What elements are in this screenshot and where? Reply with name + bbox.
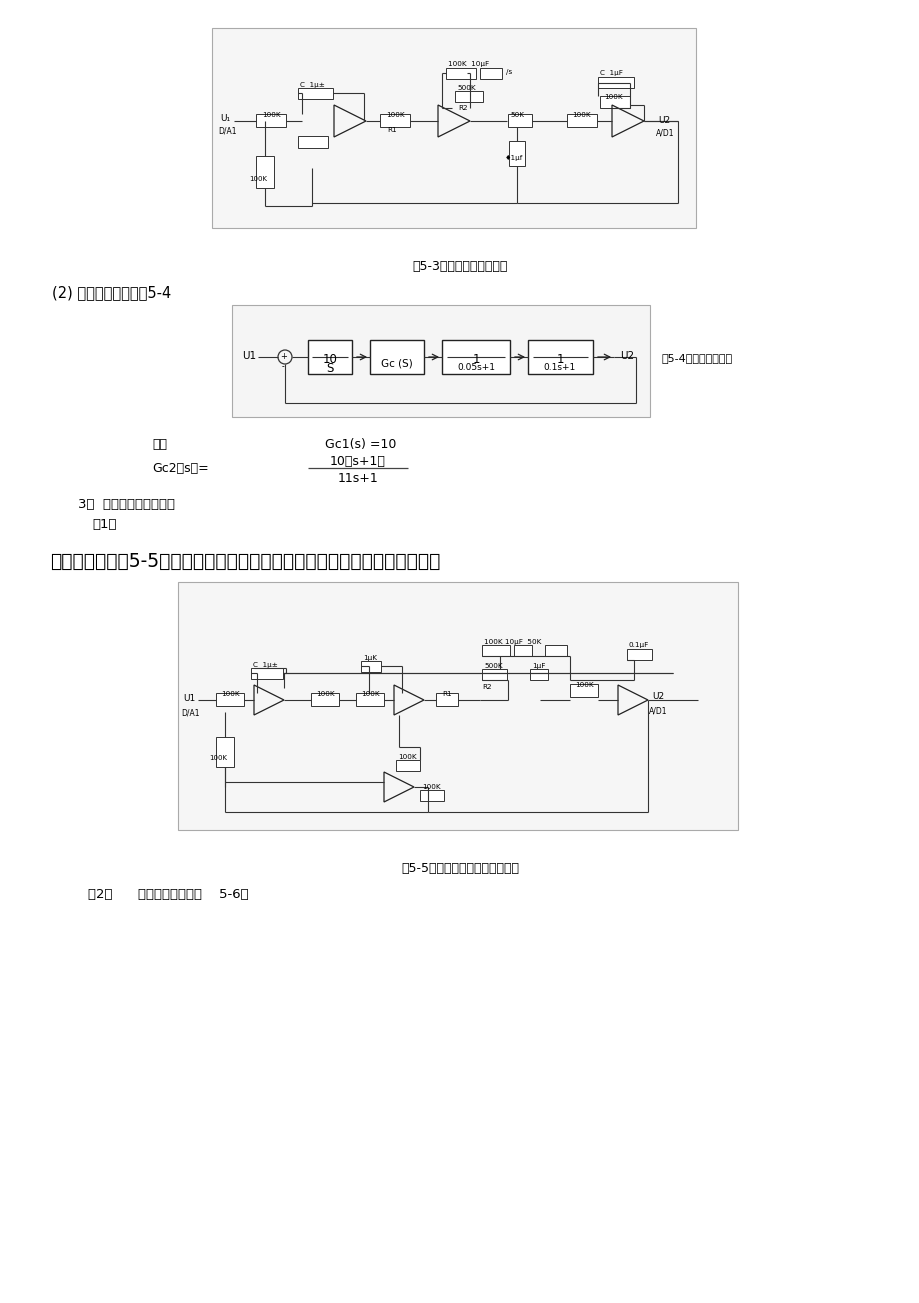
Text: 100K: 100K [249,176,267,182]
Text: U2: U2 [652,692,664,701]
Bar [311,693,338,706]
Text: 图5-4滞后系统结构图: 图5-4滞后系统结构图 [662,353,732,364]
Bar [544,645,566,655]
Bar [369,340,424,374]
Text: S: S [326,362,334,375]
Bar [507,113,531,126]
Text: A/D1: A/D1 [648,708,667,717]
Text: U2: U2 [657,116,669,125]
Bar [482,645,509,655]
Bar [360,661,380,672]
Bar [298,89,333,99]
Text: R1: R1 [387,126,396,133]
Text: 50K: 50K [509,112,524,119]
Bar [211,27,696,228]
Text: 1μF: 1μF [531,663,545,668]
Bar [599,96,630,108]
Text: U2: U2 [619,351,633,361]
Text: 100K: 100K [604,94,622,100]
Text: Gc2（s）=: Gc2（s）= [152,463,209,476]
Text: 100K 10μF  50K: 100K 10μF 50K [483,638,540,645]
Text: 1: 1 [556,353,563,366]
Text: 500K: 500K [483,663,502,668]
Bar [441,340,509,374]
Bar [356,693,383,706]
Text: 100K: 100K [209,754,227,761]
Bar [514,645,531,655]
Bar [420,790,444,801]
Bar [446,68,475,79]
Text: 图5-5超前一滞后校正模拟电路图: 图5-5超前一滞后校正模拟电路图 [401,863,518,876]
Text: 0.05s+1: 0.05s+1 [457,364,494,371]
Text: 100K: 100K [386,112,404,119]
Text: 100K: 100K [360,691,380,697]
Text: 模拟电路图如图5-5，双刀开关断开对应未校状态，接通对应超前一滞后校正: 模拟电路图如图5-5，双刀开关断开对应未校状态，接通对应超前一滞后校正 [50,552,440,571]
Text: 0.1μF: 0.1μF [629,642,649,648]
Text: 11s+1: 11s+1 [337,472,378,485]
Text: R2: R2 [458,106,467,111]
Text: U1: U1 [183,694,195,704]
Text: 100K: 100K [315,691,335,697]
Bar [482,668,506,680]
Text: 3．  串联超前一滞后校正: 3． 串联超前一滞后校正 [78,498,175,511]
Text: -: - [282,362,285,371]
Text: D/A1: D/A1 [218,126,236,136]
Text: 图5-3滞后校正模拟电路图: 图5-3滞后校正模拟电路图 [412,261,507,274]
Text: 100K: 100K [221,691,239,697]
Bar [566,113,596,126]
Text: 100K: 100K [572,112,590,119]
Bar [255,113,286,126]
Bar [216,693,244,706]
Bar [529,668,548,680]
Bar [455,91,482,102]
Bar [216,737,233,767]
Text: U1: U1 [242,351,255,361]
Text: 1μK: 1μK [363,655,377,661]
Bar [308,340,352,374]
Text: R2: R2 [482,684,491,691]
Text: C  1μ±: C 1μ± [253,662,278,668]
Bar [251,668,283,679]
Text: 100K: 100K [574,681,593,688]
Bar [177,582,737,830]
Bar [298,136,328,149]
Text: 10: 10 [323,353,337,366]
Text: Gc1(s) =10: Gc1(s) =10 [324,438,396,451]
Text: 1: 1 [471,353,479,366]
Text: R1: R1 [441,691,451,697]
Text: C  1μ±: C 1μ± [300,82,324,89]
Text: 500K: 500K [457,85,475,91]
Text: D/A1: D/A1 [181,708,199,717]
Text: /s: /s [505,69,512,76]
Bar [528,340,593,374]
Text: (2) 系统结构图示如图5-4: (2) 系统结构图示如图5-4 [52,285,171,300]
Text: （1）: （1） [92,519,117,532]
Bar [627,649,652,661]
Bar [255,156,274,188]
Bar [395,760,420,771]
Text: 10（s+1）: 10（s+1） [330,455,385,468]
Bar [508,141,525,165]
Text: C  1μF: C 1μF [599,70,622,76]
Bar [480,68,502,79]
Bar [570,684,597,697]
Text: 100K: 100K [398,754,416,760]
Text: Gc (S): Gc (S) [380,360,413,369]
Text: 图中: 图中 [152,438,167,451]
Bar [232,305,650,417]
Text: 100K: 100K [422,784,440,790]
Text: +: + [279,352,287,361]
Bar [436,693,458,706]
Bar [597,77,633,89]
Text: U₁: U₁ [220,113,230,122]
Text: ♦1μf: ♦1μf [505,155,523,162]
Text: 100K  10μF: 100K 10μF [448,61,489,66]
Text: A/D1: A/D1 [655,128,674,137]
Text: 100K: 100K [262,112,280,119]
Text: （2）      系统结构图示如图    5-6。: （2） 系统结构图示如图 5-6。 [88,889,248,900]
Bar [380,113,410,126]
Text: 0.1s+1: 0.1s+1 [543,364,575,371]
